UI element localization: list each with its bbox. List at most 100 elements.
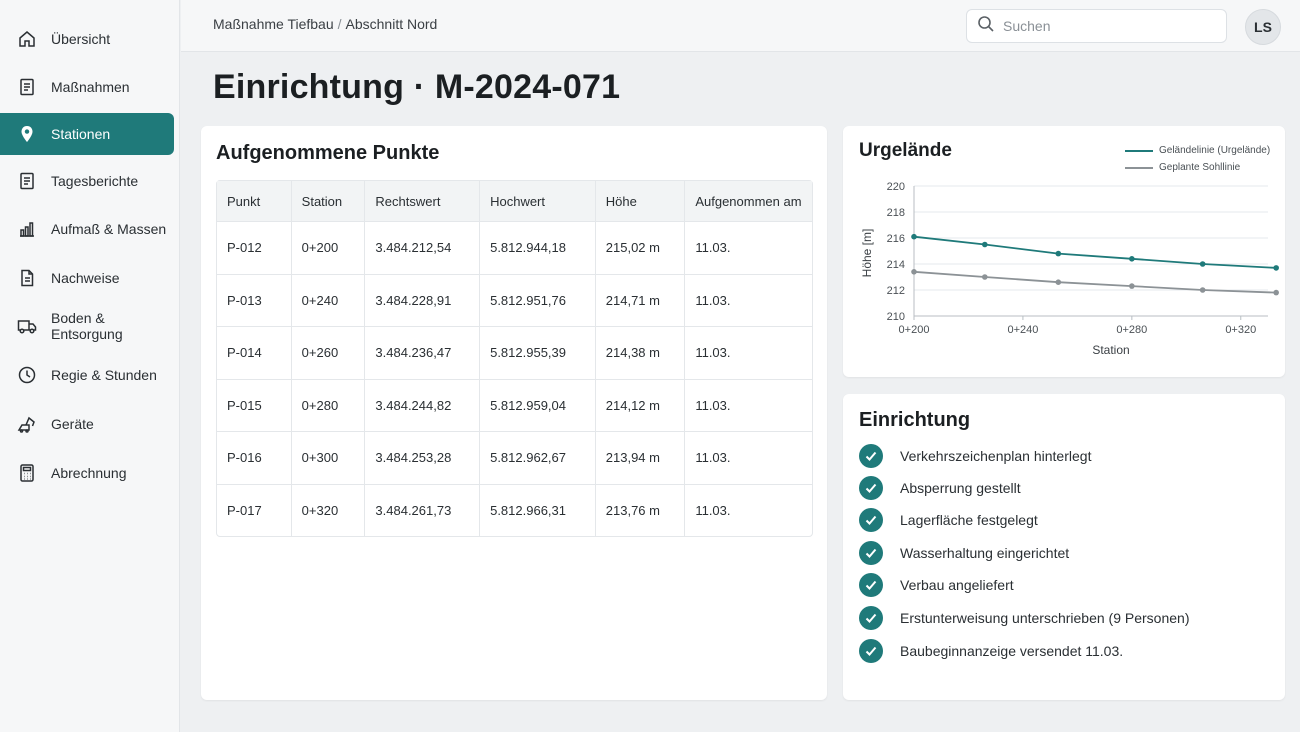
legend-item: Geländelinie (Urgelände) — [1125, 142, 1270, 159]
column-header[interactable]: Aufgenommen am — [685, 181, 812, 221]
data-point — [1055, 279, 1062, 285]
data-point — [1129, 283, 1135, 289]
cell-punkt: P-015 — [217, 378, 292, 431]
breadcrumb-separator: / — [337, 16, 342, 32]
excavator-icon — [17, 414, 37, 434]
sidebar-item-geraete[interactable]: Geräte — [0, 403, 174, 445]
data-point — [911, 269, 917, 275]
points-table: Punkt Station Rechtswert Hochwert Höhe A… — [216, 180, 813, 537]
cell-datum: 11.03. — [685, 378, 812, 432]
table-row[interactable]: P-015 0+280 3.484.244,82 5.812.959,04 214,12… — [217, 378, 812, 432]
cell-punkt: P-014 — [217, 326, 292, 379]
cell-hoehe: 213,76 m — [595, 483, 686, 536]
breadcrumb-item[interactable]: Abschnitt Nord — [345, 16, 438, 32]
y-tick-label: 210 — [887, 311, 905, 323]
calculator-icon — [17, 463, 37, 483]
data-point — [982, 274, 988, 280]
sidebar-item-label: Abrechnung — [51, 465, 127, 481]
cell-datum: 11.03. — [685, 221, 812, 274]
breadcrumb: Maßnahme Tiefbau / Abschnitt Nord — [213, 16, 437, 32]
cell-hoehe: 213,94 m — [595, 431, 686, 484]
home-icon — [17, 29, 37, 49]
sidebar-item-aufmass[interactable]: Aufmaß & Massen — [0, 208, 174, 250]
cell-rechtswert: 3.484.253,28 — [365, 431, 481, 484]
sidebar-item-label: Maßnahmen — [51, 79, 130, 95]
x-axis-label: Station — [1092, 343, 1129, 357]
sidebar-item-abrechnung[interactable]: Abrechnung — [0, 452, 174, 494]
column-header[interactable]: Hochwert — [480, 181, 596, 221]
sidebar-item-label: Aufmaß & Massen — [51, 221, 167, 237]
terrain-chart: 210 212 214 216 218 220 0+200 0+240 0+280 0+320 St… — [860, 181, 1279, 357]
cell-punkt: P-016 — [217, 431, 292, 484]
sidebar-item-label: Boden & Entsorgung — [51, 310, 123, 342]
checklist-item[interactable]: Wasserhaltung eingerichtet — [859, 540, 1069, 566]
table-row[interactable]: P-013 0+240 3.484.228,91 5.812.951,76 214,71… — [217, 273, 812, 326]
y-tick-label: 216 — [887, 233, 905, 245]
table-header-row: Punkt Station Rechtswert Hochwert Höhe A… — [217, 181, 812, 221]
x-tick-label: 0+200 — [899, 324, 930, 336]
checklist-label: Absperrung gestellt — [900, 480, 1021, 496]
breadcrumb-item[interactable]: Maßnahme Tiefbau — [213, 16, 334, 32]
cell-station: 0+320 — [291, 483, 366, 536]
legend-label: Geplante Sohllinie — [1159, 162, 1241, 173]
legend-swatch — [1125, 166, 1153, 169]
cell-station: 0+260 — [291, 326, 366, 379]
column-header[interactable]: Rechtswert — [365, 181, 481, 221]
legend-label: Geländelinie (Urgelände) — [1159, 145, 1271, 156]
search-box[interactable] — [966, 9, 1227, 43]
sidebar-item-tagesberichte[interactable]: Tagesberichte — [0, 160, 174, 202]
sidebar-item-regie[interactable]: Regie & Stunden — [0, 354, 174, 396]
checklist-item[interactable]: Absperrung gestellt — [859, 475, 1021, 501]
data-point — [1199, 261, 1206, 267]
cell-datum: 11.03. — [685, 431, 812, 484]
cell-hochwert: 5.812.951,76 — [480, 273, 596, 326]
cell-hoehe: 214,71 m — [595, 273, 686, 326]
data-point — [911, 233, 917, 240]
sidebar-item-nachweise[interactable]: Nachweise — [0, 257, 174, 299]
sidebar-item-boden[interactable]: Boden & Entsorgung — [0, 305, 174, 347]
checklist-label: Verkehrszeichenplan hinterlegt — [900, 448, 1092, 464]
checklist-item[interactable]: Erstunterweisung unterschrieben (9 Perso… — [859, 605, 1190, 631]
column-header[interactable]: Höhe — [595, 181, 686, 221]
search-input[interactable] — [1003, 18, 1203, 34]
bar-chart-icon — [17, 219, 37, 239]
check-icon — [859, 541, 883, 565]
x-tick-label: 0+240 — [1007, 324, 1038, 336]
check-icon — [859, 573, 883, 597]
document-icon — [17, 77, 37, 97]
avatar[interactable]: LS — [1245, 9, 1281, 45]
cell-rechtswert: 3.484.244,82 — [365, 378, 481, 431]
page-title: Einrichtung · M-2024-071 — [213, 68, 621, 106]
checklist-item[interactable]: Verkehrszeichenplan hinterlegt — [859, 443, 1091, 469]
table-row[interactable]: P-017 0+320 3.484.261,73 5.812.966,31 213,76… — [217, 483, 812, 536]
checklist-item[interactable]: Baubeginnanzeige versendet 11.03. — [859, 638, 1123, 664]
series-line-1 — [913, 235, 1277, 269]
sidebar-item-massnahmen[interactable]: Maßnahmen — [0, 66, 174, 108]
sidebar-item-label: Stationen — [51, 126, 111, 142]
data-point — [1129, 256, 1135, 262]
check-icon — [859, 606, 883, 630]
y-axis-label: Höhe [m] — [860, 229, 874, 278]
sidebar-item-stationen[interactable]: Stationen — [0, 113, 174, 155]
table-row[interactable]: P-016 0+300 3.484.253,28 5.812.962,67 213,94… — [217, 431, 812, 484]
cell-rechtswert: 3.484.228,91 — [365, 273, 481, 326]
data-point — [1273, 289, 1279, 296]
location-pin-icon — [17, 124, 37, 144]
document-icon — [17, 171, 37, 191]
cell-punkt: P-012 — [217, 221, 292, 274]
sidebar-item-label: Nachweise — [51, 270, 120, 286]
checklist-label: Erstunterweisung unterschrieben (9 Perso… — [900, 610, 1190, 626]
checklist-label: Lagerfläche festgelegt — [900, 512, 1038, 528]
checklist-item[interactable]: Lagerfläche festgelegt — [859, 507, 1038, 533]
table-row[interactable]: P-014 0+260 3.484.236,47 5.812.955,39 214,38… — [217, 326, 812, 379]
check-icon — [859, 444, 883, 468]
table-row[interactable]: P-012 0+200 3.484.212,54 5.812.944,18 215,02… — [217, 221, 812, 274]
setup-card-title: Einrichtung — [859, 409, 971, 431]
column-header[interactable]: Station — [291, 181, 366, 221]
column-header[interactable]: Punkt — [217, 181, 292, 221]
checklist-item[interactable]: Verbau angeliefert — [859, 572, 1014, 598]
check-icon — [859, 508, 883, 532]
sidebar-item-uebersicht[interactable]: Übersicht — [0, 18, 174, 60]
cell-punkt: P-013 — [217, 273, 292, 326]
sidebar-item-label: Geräte — [51, 416, 94, 432]
